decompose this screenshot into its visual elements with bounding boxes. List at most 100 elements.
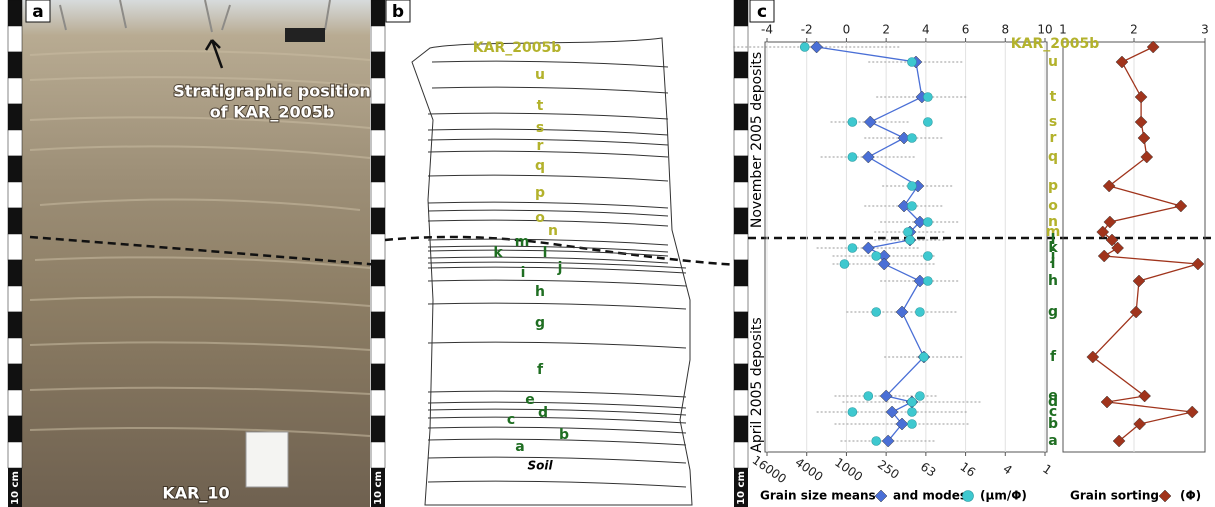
mean-point — [1116, 56, 1128, 68]
scale-segment — [371, 130, 385, 156]
mean-point — [1104, 216, 1116, 228]
scale-segment — [8, 182, 22, 208]
mode-point — [848, 408, 857, 417]
mode-point — [923, 277, 932, 286]
scale-segment — [8, 442, 22, 468]
scale-segment — [8, 364, 22, 390]
mean-point — [1135, 116, 1147, 128]
layer-label: n — [548, 223, 558, 239]
mode-point — [907, 408, 916, 417]
x2-tick-label: 4 — [1000, 462, 1014, 478]
panel-label: c — [757, 2, 767, 22]
layer-label: c — [507, 412, 515, 428]
x2-tick-label: 1000 — [832, 455, 865, 484]
x2-tick-label: 16 — [958, 459, 979, 479]
scale-segment — [8, 78, 22, 104]
panel-label: a — [32, 2, 43, 22]
layer-label: l — [543, 245, 548, 261]
scale-segment — [371, 104, 385, 130]
category-label: p — [1048, 178, 1058, 194]
scale-segment — [734, 26, 748, 52]
legend-label: Grain sorting — [1070, 489, 1159, 503]
scale-segment — [371, 52, 385, 78]
scale-segment — [371, 416, 385, 442]
scale-segment — [734, 78, 748, 104]
scale-segment — [371, 78, 385, 104]
x-tick-label: -4 — [761, 23, 773, 37]
scale-segment — [371, 26, 385, 52]
layer-label: j — [557, 260, 563, 276]
legend-marker — [963, 491, 974, 502]
photo — [22, 0, 370, 507]
scale-segment — [734, 208, 748, 234]
category-label: s — [1049, 114, 1057, 130]
figure: abc10 cm10 cm10 cmStratigraphic position… — [0, 0, 1215, 507]
layer-label: m — [515, 234, 530, 250]
layer-label: s — [536, 120, 544, 136]
annotation: April 2005 deposits — [749, 317, 765, 452]
layer-label: b — [559, 427, 569, 443]
scale-segment — [734, 286, 748, 312]
category-label: o — [1048, 198, 1058, 214]
scale-segment — [734, 338, 748, 364]
mode-point — [923, 93, 932, 102]
scale-segment — [371, 442, 385, 468]
category-label: q — [1048, 149, 1058, 165]
x-tick-label: 8 — [1001, 23, 1009, 37]
scale-segment — [371, 0, 385, 26]
scale-segment — [8, 234, 22, 260]
layer-label: a — [515, 439, 524, 455]
category-label: h — [1048, 273, 1058, 289]
scale-segment — [371, 182, 385, 208]
bag — [285, 28, 325, 42]
category-label: a — [1048, 433, 1057, 449]
scale-segment — [8, 52, 22, 78]
layer-label: o — [535, 210, 545, 226]
mode-point — [923, 218, 932, 227]
scale-segment — [8, 26, 22, 52]
mode-point — [800, 43, 809, 52]
scale-segment — [371, 286, 385, 312]
layer-label: q — [535, 158, 545, 174]
scale-segment — [8, 338, 22, 364]
mean-point — [1139, 390, 1151, 402]
x-tick-label: 0 — [843, 23, 851, 37]
mode-point — [872, 437, 881, 446]
legend-marker — [875, 490, 887, 502]
axis-label: (Φ) — [1180, 489, 1201, 503]
category-label: f — [1050, 349, 1057, 365]
mean-point — [1186, 406, 1198, 418]
scale-segment — [734, 156, 748, 182]
layer-label: r — [537, 138, 544, 154]
mode-point — [848, 244, 857, 253]
mean-point — [862, 151, 874, 163]
scale-segment — [734, 260, 748, 286]
scale-segment — [734, 52, 748, 78]
mean-point — [864, 116, 876, 128]
category-label: g — [1048, 304, 1058, 320]
sample-label: KAR_10 — [162, 484, 229, 503]
x-tick-label: 10 — [1037, 23, 1052, 37]
mean-point — [1138, 132, 1150, 144]
scale-segment — [734, 130, 748, 156]
legend-label: and modes — [893, 489, 967, 503]
category-label: i — [1051, 256, 1056, 272]
mode-point — [915, 392, 924, 401]
plot-frame — [765, 42, 1047, 452]
mode-point — [872, 308, 881, 317]
mode-point — [923, 118, 932, 127]
layer-label: h — [535, 284, 545, 300]
mode-point — [923, 252, 932, 261]
axis-label: (μm/Φ) — [980, 489, 1027, 503]
category-label: u — [1048, 54, 1058, 70]
scale-segment — [734, 312, 748, 338]
legend-label: Grain size means — [760, 489, 876, 503]
layer-label: d — [538, 405, 548, 421]
x-tick-label: 4 — [922, 23, 930, 37]
mode-point — [864, 392, 873, 401]
scale-segment — [371, 312, 385, 338]
scale-segment — [734, 182, 748, 208]
scale-segment — [734, 104, 748, 130]
x-tick-label: 1 — [1059, 23, 1067, 37]
panel-label: b — [392, 2, 404, 22]
